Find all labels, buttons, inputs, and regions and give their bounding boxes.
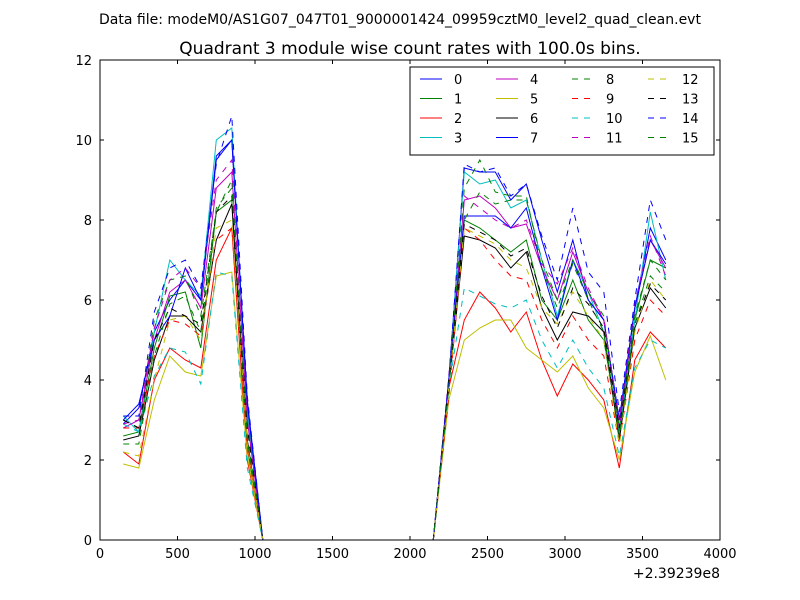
y-tick-label: 12 [75,54,92,69]
y-tick-label: 4 [84,374,92,389]
y-tick-label: 0 [84,534,92,549]
x-tick-label: 3500 [626,547,659,562]
legend-label-12: 12 [682,73,699,88]
legend-box [409,66,715,156]
series-line-15 [123,158,667,541]
series-layer [122,115,667,541]
series-line-8 [123,178,667,541]
series-line-4 [123,170,667,541]
legend-label-10: 10 [606,112,623,127]
legend-label-1: 1 [454,93,462,108]
x-tick-label: 500 [165,547,190,562]
ticks-layer: 0 500 1000 1500 2000 2500 3000 3500 400002468101… [75,54,736,562]
series-line-13 [123,194,667,541]
legend-label-8: 8 [606,73,614,88]
y-tick-label: 2 [84,454,92,469]
x-tick-label: 0 [96,547,104,562]
x-tick-label: 3000 [548,547,581,562]
x-tick-label: 4000 [703,547,736,562]
legend-label-0: 0 [454,73,462,88]
y-tick-label: 8 [84,214,92,229]
legend-label-5: 5 [530,93,538,108]
legend-label-3: 3 [454,132,462,147]
legend-label-15: 15 [682,132,699,147]
legend-label-9: 9 [606,93,614,108]
x-tick-label: 1000 [238,547,271,562]
legend-label-14: 14 [682,112,699,127]
legend-label-6: 6 [530,112,538,127]
x-offset-label: +2.39239e8 [633,566,720,582]
legend-label-11: 11 [606,132,623,147]
series-line-14 [123,115,667,541]
legend-label-13: 13 [682,93,699,108]
figure-suptitle: Data file: modeM0/AS1G07_047T01_90000014… [99,12,701,28]
legend-label-4: 4 [530,73,538,88]
x-tick-label: 2000 [393,547,426,562]
series-line-1 [123,199,667,541]
legend-label-2: 2 [454,112,462,127]
x-tick-label: 2500 [471,547,504,562]
series-line-3 [122,127,667,541]
x-tick-label: 1500 [316,547,349,562]
y-tick-label: 6 [84,294,92,309]
chart-title: Quadrant 3 module wise count rates with … [179,39,640,59]
y-tick-label: 10 [75,134,92,149]
legend-label-7: 7 [530,132,538,147]
series-line-9 [123,227,667,541]
